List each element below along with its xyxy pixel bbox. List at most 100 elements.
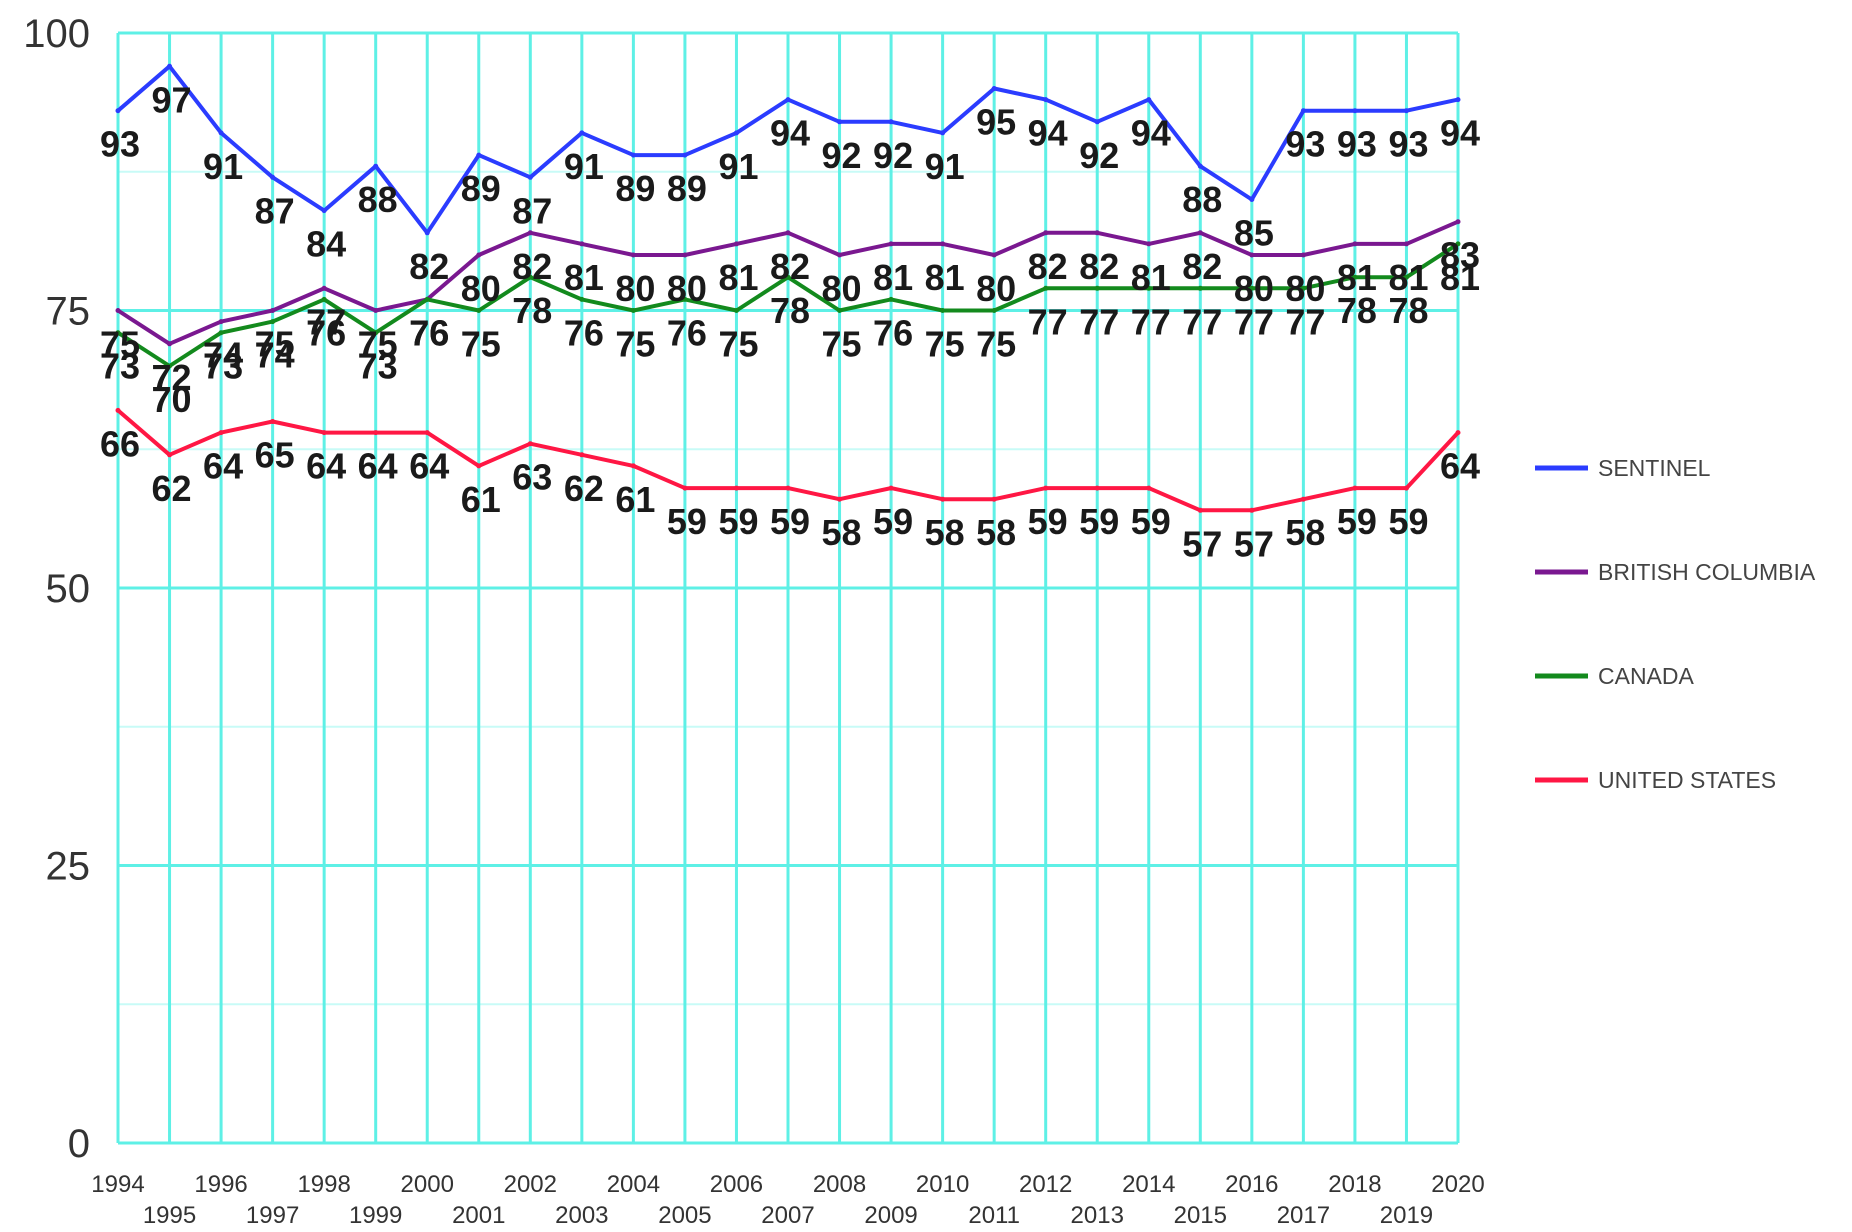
x-tick-label: 1998 xyxy=(297,1171,350,1198)
data-label: 82 xyxy=(1182,246,1222,287)
x-tick-label: 2014 xyxy=(1122,1171,1175,1198)
data-point xyxy=(1455,241,1461,247)
data-label: 61 xyxy=(461,479,501,520)
data-label: 76 xyxy=(667,312,707,353)
data-label: 82 xyxy=(1028,246,1068,287)
data-point xyxy=(1455,430,1461,436)
data-label: 87 xyxy=(255,190,295,231)
data-label: 75 xyxy=(461,324,501,365)
data-label: 81 xyxy=(718,257,758,298)
data-point xyxy=(682,296,688,302)
data-point xyxy=(218,319,224,325)
data-label: 59 xyxy=(873,501,913,542)
data-point xyxy=(424,430,430,436)
data-point xyxy=(579,452,585,458)
data-label: 59 xyxy=(667,501,707,542)
x-tick-label: 2000 xyxy=(401,1171,454,1198)
data-label: 75 xyxy=(358,324,398,365)
data-label: 93 xyxy=(1388,124,1428,165)
data-point xyxy=(476,152,482,158)
data-point xyxy=(630,152,636,158)
data-point xyxy=(1094,285,1100,291)
data-point xyxy=(1455,219,1461,225)
data-label: 59 xyxy=(770,501,810,542)
data-label: 89 xyxy=(667,168,707,209)
data-label: 59 xyxy=(1079,501,1119,542)
data-label: 85 xyxy=(1234,213,1274,254)
data-point xyxy=(1043,230,1049,236)
data-point xyxy=(321,296,327,302)
data-label: 58 xyxy=(1285,512,1325,553)
data-point xyxy=(991,252,997,258)
data-point xyxy=(1197,507,1203,513)
data-label: 57 xyxy=(1182,523,1222,564)
data-label: 80 xyxy=(667,268,707,309)
data-label: 91 xyxy=(718,146,758,187)
data-point xyxy=(321,285,327,291)
x-tick-label: 1997 xyxy=(246,1202,299,1229)
x-tick-label: 1995 xyxy=(143,1202,196,1229)
data-label: 64 xyxy=(1440,446,1480,487)
x-tick-label: 2017 xyxy=(1277,1202,1330,1229)
y-tick-label: 75 xyxy=(46,290,91,334)
data-label: 82 xyxy=(409,246,449,287)
data-label: 62 xyxy=(564,468,604,509)
data-point xyxy=(218,130,224,136)
data-label: 75 xyxy=(100,324,140,365)
data-point xyxy=(527,274,533,280)
data-label: 75 xyxy=(976,324,1016,365)
data-label: 88 xyxy=(358,179,398,220)
data-label: 81 xyxy=(1337,257,1377,298)
data-label: 81 xyxy=(925,257,965,298)
data-label: 92 xyxy=(822,135,862,176)
data-point xyxy=(1249,252,1255,258)
data-label: 78 xyxy=(512,290,552,331)
data-label: 89 xyxy=(461,168,501,209)
data-point xyxy=(888,241,894,247)
data-label: 93 xyxy=(100,124,140,165)
grid xyxy=(116,31,1460,1145)
data-point xyxy=(527,174,533,180)
data-label: 91 xyxy=(203,146,243,187)
data-point xyxy=(940,496,946,502)
data-label: 82 xyxy=(512,246,552,287)
data-label: 75 xyxy=(822,324,862,365)
data-point xyxy=(1352,108,1358,114)
legend-label: CANADA xyxy=(1598,663,1695,689)
x-tick-label: 2003 xyxy=(555,1202,608,1229)
data-point xyxy=(321,430,327,436)
data-point xyxy=(579,130,585,136)
x-tick-label: 2015 xyxy=(1174,1202,1227,1229)
data-point xyxy=(940,241,946,247)
data-point xyxy=(630,463,636,469)
data-label: 76 xyxy=(306,312,346,353)
data-label: 80 xyxy=(1234,268,1274,309)
x-tick-label: 1996 xyxy=(194,1171,247,1198)
data-label: 59 xyxy=(1028,501,1068,542)
data-labels: 93 97 91 87 84 88 82 89 87 91 89 89 91 94 92 92 91 95 94 92… xyxy=(100,79,1480,564)
data-point xyxy=(733,241,739,247)
data-point xyxy=(167,63,173,69)
data-label: 77 xyxy=(1234,301,1274,342)
data-label: 59 xyxy=(1131,501,1171,542)
data-label: 77 xyxy=(1079,301,1119,342)
data-label: 72 xyxy=(152,357,192,398)
data-point xyxy=(115,308,121,313)
data-label: 64 xyxy=(358,446,398,487)
data-point xyxy=(1043,97,1049,103)
data-point xyxy=(837,496,843,502)
data-point xyxy=(1300,496,1306,502)
data-label: 95 xyxy=(976,102,1016,143)
data-label: 93 xyxy=(1337,124,1377,165)
data-label: 91 xyxy=(925,146,965,187)
x-tick-label: 2002 xyxy=(504,1171,557,1198)
data-label: 88 xyxy=(1182,179,1222,220)
data-point xyxy=(1300,252,1306,258)
data-label: 92 xyxy=(1079,135,1119,176)
data-label: 59 xyxy=(1388,501,1428,542)
data-label: 73 xyxy=(100,346,140,387)
data-label: 75 xyxy=(718,324,758,365)
y-tick-label: 50 xyxy=(46,567,91,611)
data-point xyxy=(218,330,224,336)
